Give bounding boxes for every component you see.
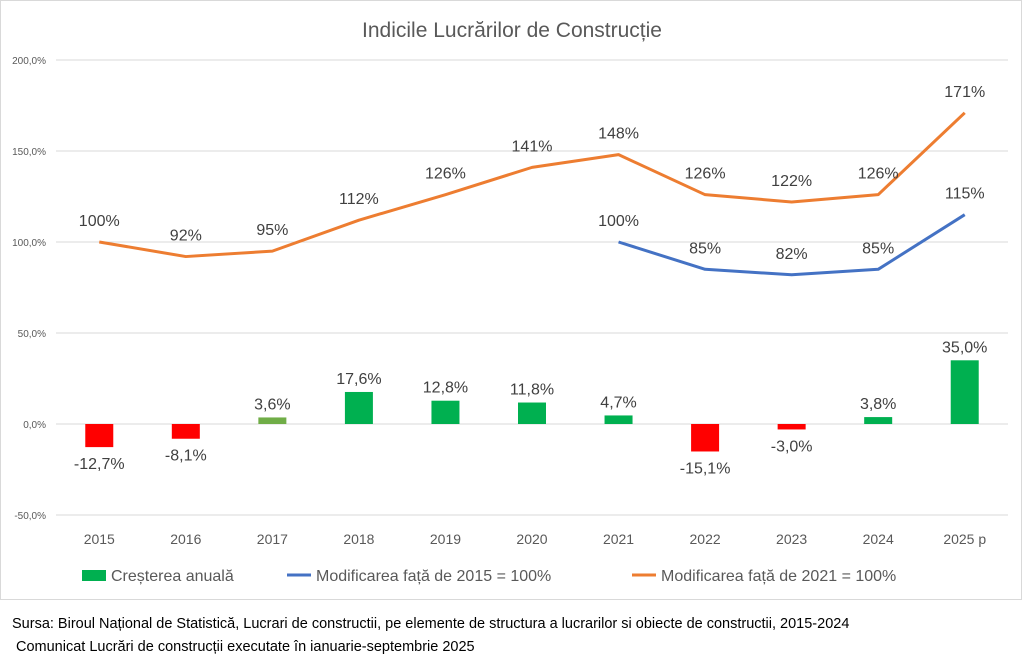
y-tick-label: 50,0% — [18, 329, 46, 340]
x-tick-label: 2020 — [516, 531, 547, 547]
x-tick-label: 2017 — [257, 531, 288, 547]
x-tick-label: 2025 p — [943, 531, 986, 547]
line-data-label: 92% — [170, 228, 202, 245]
bar-data-label: 4,7% — [600, 394, 636, 411]
x-tick-label: 2021 — [603, 531, 634, 547]
series-line — [618, 213, 966, 277]
legend-label: Creșterea anuală — [111, 568, 234, 585]
bar — [258, 417, 287, 424]
x-tick-label: 2024 — [863, 531, 894, 547]
bar-data-label: -12,7% — [74, 456, 125, 473]
source-line-2: Comunicat Lucrări de construcții executa… — [16, 639, 475, 655]
bar — [950, 360, 979, 424]
line-data-label: 95% — [256, 222, 288, 239]
legend-label: Modificarea față de 2021 = 100% — [661, 568, 896, 585]
line-data-label: 126% — [858, 166, 899, 183]
y-tick-label: 0,0% — [23, 420, 46, 431]
line-data-label: 122% — [771, 173, 812, 190]
y-tick-label: 150,0% — [12, 147, 46, 158]
line-data-label: 141% — [512, 138, 553, 155]
source-line-1: Sursa: Biroul Național de Statistică, Lu… — [12, 616, 850, 632]
x-tick-label: 2018 — [343, 531, 374, 547]
x-tick-label: 2016 — [170, 531, 201, 547]
bar-data-label: 3,8% — [860, 396, 896, 413]
line-data-label: 112% — [339, 191, 379, 208]
x-tick-label: 2023 — [776, 531, 807, 547]
line-data-label: 85% — [862, 240, 894, 257]
line-data-label: 82% — [776, 246, 808, 263]
bar-data-label: 11,8% — [510, 382, 554, 399]
bar-data-label: -15,1% — [680, 460, 731, 477]
bar-data-label: 12,8% — [423, 380, 468, 397]
chart-title: Indicile Lucrărilor de Construcție — [362, 19, 662, 42]
bar-data-label: 17,6% — [336, 371, 381, 388]
line-data-label: 85% — [689, 240, 721, 257]
x-tick-label: 2015 — [84, 531, 115, 547]
legend-label: Modificarea față de 2015 = 100% — [316, 568, 551, 585]
line-data-label: 171% — [944, 84, 985, 101]
line-data-label: 126% — [685, 166, 726, 183]
bar — [344, 391, 373, 424]
bar — [864, 417, 893, 424]
legend-swatch-bar — [82, 570, 106, 581]
bar — [171, 424, 200, 439]
series-line — [99, 111, 966, 259]
bar — [85, 424, 114, 448]
line-data-label: 148% — [598, 126, 639, 143]
bar — [431, 400, 460, 424]
y-tick-label: 100,0% — [12, 238, 46, 249]
bar — [777, 424, 806, 430]
chart: Indicile Lucrărilor de Construcție -50,0%… — [12, 19, 1008, 585]
y-tick-label: -50,0% — [14, 511, 46, 522]
line-data-label: 100% — [598, 213, 639, 230]
chart-frame — [0, 0, 1022, 600]
bar-data-label: 35,0% — [942, 339, 987, 356]
y-tick-label: 200,0% — [12, 56, 46, 67]
bar-data-label: 3,6% — [254, 396, 290, 413]
line-data-label: 115% — [945, 186, 985, 203]
line-data-label: 126% — [425, 166, 466, 183]
bar-data-label: -3,0% — [771, 438, 813, 455]
bar — [691, 424, 720, 452]
bar — [604, 415, 633, 424]
bar-data-label: -8,1% — [165, 448, 207, 465]
bar — [518, 402, 546, 424]
x-tick-label: 2022 — [690, 531, 721, 547]
x-tick-label: 2019 — [430, 531, 461, 547]
line-data-label: 100% — [79, 213, 120, 230]
